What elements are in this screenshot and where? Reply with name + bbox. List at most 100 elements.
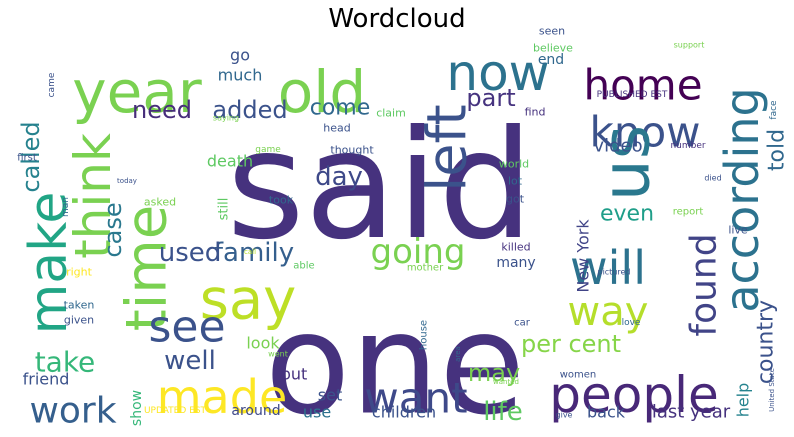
word-help: help bbox=[734, 383, 753, 418]
word-able: able bbox=[293, 261, 314, 272]
word-lot: lot bbox=[508, 175, 523, 188]
word-case: case bbox=[99, 202, 127, 257]
word-show: show bbox=[129, 390, 145, 426]
word-game: game bbox=[255, 145, 281, 155]
word-see: see bbox=[148, 302, 225, 353]
word-killed: killed bbox=[501, 241, 530, 254]
word-claim: claim bbox=[376, 107, 406, 120]
word-saying: saying bbox=[213, 114, 239, 123]
word-say: say bbox=[200, 268, 297, 333]
word-go: go bbox=[230, 46, 250, 65]
word-need: need bbox=[132, 96, 192, 124]
word-one: one bbox=[265, 284, 526, 437]
word-per-cent: per cent bbox=[521, 330, 621, 358]
word-use: use bbox=[303, 403, 331, 422]
word-video: video bbox=[593, 136, 642, 157]
word-made: made bbox=[157, 370, 288, 424]
word-us: us bbox=[588, 125, 665, 201]
word-still: still bbox=[217, 198, 232, 221]
word-came: came bbox=[47, 72, 57, 97]
word-thought: thought bbox=[330, 144, 374, 157]
word-died: died bbox=[704, 174, 721, 183]
word-part: part bbox=[466, 84, 515, 112]
word-pictured: pictured bbox=[597, 268, 630, 277]
word-left: left bbox=[416, 104, 479, 191]
word-back: back bbox=[587, 403, 626, 422]
word-set: set bbox=[318, 386, 342, 405]
word-think: think bbox=[64, 133, 122, 259]
word-report: report bbox=[673, 207, 704, 218]
word-went: went bbox=[268, 350, 288, 359]
word-believe: believe bbox=[533, 42, 573, 55]
word-come: come bbox=[310, 96, 371, 121]
word-end: end bbox=[538, 52, 564, 68]
word-call: call bbox=[244, 248, 256, 256]
word-take: take bbox=[35, 346, 96, 379]
word-published-est: PUBLISHED EST bbox=[597, 90, 668, 100]
word-took: took bbox=[269, 194, 294, 207]
word-children: children bbox=[372, 403, 436, 422]
word-found: found bbox=[684, 233, 725, 336]
word-around: around bbox=[231, 403, 280, 419]
word-find: find bbox=[525, 106, 546, 119]
word-added: added bbox=[212, 96, 287, 124]
word-seen: seen bbox=[539, 25, 565, 38]
word-support: support bbox=[674, 41, 705, 50]
word-told: told bbox=[765, 129, 790, 171]
word-number: number bbox=[670, 141, 705, 151]
word-family: family bbox=[214, 238, 294, 268]
word-love: love bbox=[622, 318, 641, 328]
word-according: according bbox=[715, 87, 769, 312]
word-given: given bbox=[64, 314, 94, 327]
word-old: old bbox=[278, 58, 366, 126]
word-death: death bbox=[207, 152, 253, 171]
word-man: man bbox=[61, 197, 71, 217]
word-home: home bbox=[583, 61, 702, 110]
word-now: now bbox=[446, 44, 549, 102]
word-country: country bbox=[754, 300, 779, 384]
word-house: house bbox=[419, 320, 430, 350]
word-last-year: last year bbox=[652, 402, 731, 423]
word-time: time bbox=[115, 205, 180, 332]
word-make: make bbox=[19, 192, 79, 335]
word-area: area bbox=[454, 346, 462, 362]
word-new-york: New York bbox=[574, 219, 593, 293]
word-today: today bbox=[117, 177, 137, 185]
word-know: know bbox=[590, 108, 701, 157]
word-called: called bbox=[17, 121, 45, 192]
word-asked: asked bbox=[144, 196, 176, 209]
chart-title: Wordcloud bbox=[328, 4, 466, 34]
word-wanted: wanted bbox=[493, 378, 519, 386]
word-people: people bbox=[549, 366, 718, 424]
word-head: head bbox=[323, 122, 350, 135]
word-much: much bbox=[218, 66, 263, 85]
word-first: first bbox=[17, 153, 37, 164]
word-work: work bbox=[29, 391, 116, 432]
word-want: want bbox=[364, 374, 467, 423]
word-friend: friend bbox=[23, 370, 70, 389]
word-taken: taken bbox=[64, 299, 95, 312]
word-give: give bbox=[556, 411, 573, 420]
word-updated-est: UPDATED EST bbox=[144, 406, 207, 416]
word-even: even bbox=[600, 202, 654, 227]
word-put: put bbox=[281, 365, 308, 384]
word-will: will bbox=[570, 241, 646, 295]
word-life: life bbox=[483, 397, 523, 427]
word-may: may bbox=[468, 359, 520, 387]
word-going: going bbox=[371, 232, 466, 272]
word-said: said bbox=[227, 99, 534, 273]
word-many: many bbox=[496, 255, 535, 271]
word-way: way bbox=[568, 289, 649, 335]
word-year: year bbox=[72, 58, 202, 126]
word-mother: mother bbox=[407, 263, 444, 274]
word-used: used bbox=[159, 238, 222, 268]
word-women: women bbox=[560, 370, 597, 381]
word-live: live bbox=[728, 224, 748, 237]
word-look: look bbox=[246, 334, 280, 353]
word-right: right bbox=[66, 266, 93, 279]
word-got: got bbox=[506, 193, 525, 206]
word-face: face bbox=[769, 100, 779, 120]
word-world: world bbox=[499, 158, 529, 171]
word-united-state: United State bbox=[768, 368, 776, 412]
